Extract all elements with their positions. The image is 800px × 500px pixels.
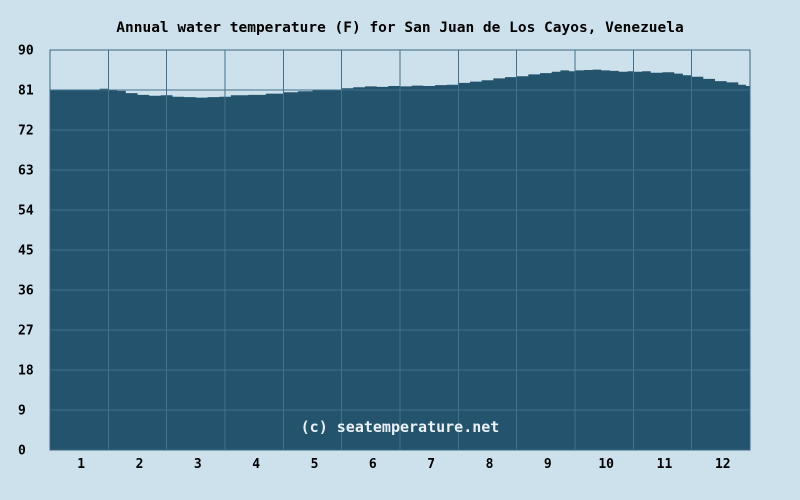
x-tick-label: 3 <box>194 457 202 472</box>
x-tick-label: 9 <box>544 457 552 472</box>
y-tick-label: 81 <box>18 84 34 99</box>
chart-title: Annual water temperature (F) for San Jua… <box>116 20 683 36</box>
y-tick-label: 18 <box>18 364 34 379</box>
y-tick-label: 45 <box>18 244 34 259</box>
y-tick-label: 9 <box>18 404 26 419</box>
y-tick-label: 72 <box>18 124 34 139</box>
x-tick-label: 1 <box>77 457 85 472</box>
y-tick-label: 36 <box>18 284 34 299</box>
plot-border <box>49 49 751 451</box>
y-tick-label: 63 <box>18 164 34 179</box>
x-tick-label: 12 <box>715 457 731 472</box>
y-tick-label: 54 <box>18 204 34 219</box>
x-tick-label: 2 <box>136 457 144 472</box>
x-tick-label: 6 <box>369 457 377 472</box>
x-axis-labels: 1 2 3 4 5 6 7 8 9 10 11 12 <box>77 457 730 472</box>
grid-lines <box>50 50 750 450</box>
x-tick-label: 11 <box>657 457 673 472</box>
x-tick-label: 8 <box>486 457 494 472</box>
y-tick-label: 0 <box>18 444 26 459</box>
y-tick-label: 27 <box>18 324 34 339</box>
x-tick-label: 4 <box>252 457 260 472</box>
x-tick-label: 10 <box>598 457 614 472</box>
x-tick-label: 5 <box>311 457 319 472</box>
y-tick-label: 90 <box>18 44 34 59</box>
x-tick-label: 7 <box>427 457 435 472</box>
watermark: (c) seatemperature.net <box>301 418 500 436</box>
